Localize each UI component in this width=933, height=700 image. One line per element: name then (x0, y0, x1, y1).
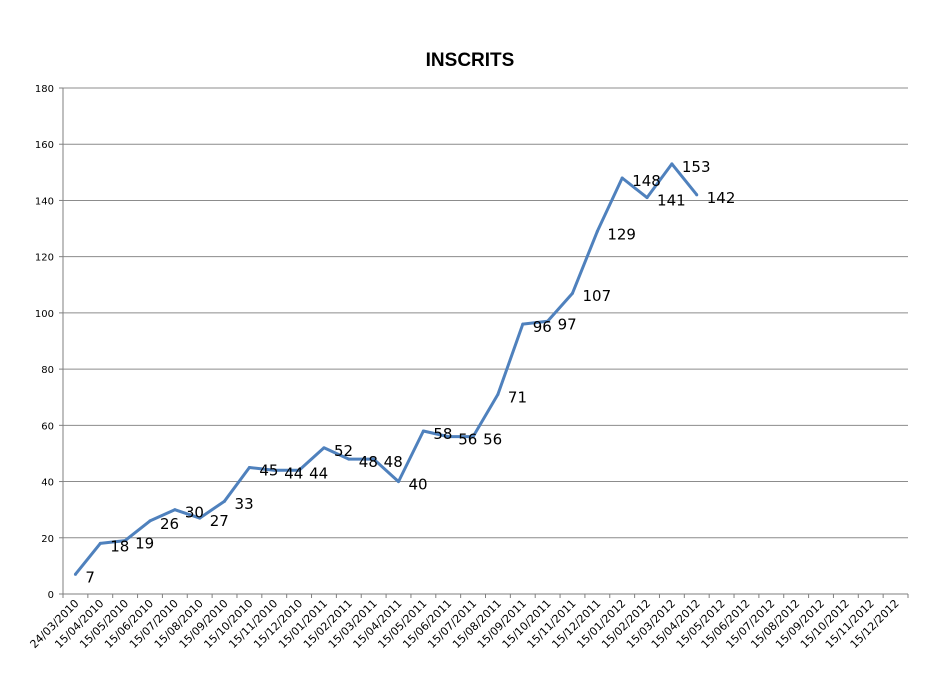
y-tick-label: 160 (35, 140, 54, 151)
data-point (322, 446, 326, 450)
data-label: 56 (483, 431, 502, 449)
axes (59, 87, 909, 598)
data-label: 48 (384, 453, 403, 471)
data-point (198, 516, 202, 520)
x-axis-tick-labels: 24/03/201015/04/201015/05/201015/06/2010… (28, 597, 902, 651)
data-label: 45 (259, 462, 278, 480)
data-label: 48 (359, 453, 378, 471)
data-label: 18 (110, 537, 129, 555)
y-axis-tick-labels: 0 20 40 60 80 100 120 140 160 180 (35, 84, 54, 601)
y-tick-label: 80 (41, 365, 54, 376)
data-label: 141 (657, 192, 686, 210)
data-label: 58 (433, 425, 452, 443)
data-label: 56 (458, 431, 477, 449)
gridlines (63, 87, 908, 539)
data-point (223, 499, 227, 503)
data-point (670, 162, 674, 166)
data-label: 26 (160, 515, 179, 533)
data-label: 19 (135, 535, 154, 553)
data-point (123, 539, 127, 543)
data-label: 33 (235, 495, 254, 513)
data-point (73, 572, 77, 576)
data-point (521, 322, 525, 326)
data-label: 30 (185, 504, 204, 522)
data-point (372, 457, 376, 461)
data-point (471, 435, 475, 439)
data-label: 44 (284, 464, 303, 482)
data-point (496, 392, 500, 396)
chart-title: INSCRITS (426, 50, 515, 71)
data-label: 7 (85, 568, 95, 586)
data-point (247, 466, 251, 469)
y-tick-label: 40 (41, 478, 54, 489)
series-line-0 (74, 162, 698, 576)
data-label: 129 (607, 225, 636, 243)
data-point (570, 291, 574, 295)
data-label: 97 (558, 315, 577, 333)
data-point (397, 480, 401, 484)
y-tick-label: 20 (41, 534, 54, 545)
data-label: 142 (707, 189, 736, 207)
data-point (347, 457, 351, 461)
data-point (98, 541, 102, 545)
data-point (695, 193, 699, 197)
data-label: 52 (334, 442, 353, 460)
data-point (620, 176, 624, 180)
data-label: 44 (309, 464, 328, 482)
data-label: 107 (582, 287, 611, 305)
data-label: 148 (632, 172, 661, 190)
data-point (595, 229, 599, 233)
y-tick-label: 60 (41, 421, 54, 432)
data-point (446, 435, 450, 439)
data-label: 153 (682, 158, 711, 176)
data-point (173, 508, 177, 512)
data-label: 96 (533, 318, 552, 336)
data-point (421, 429, 425, 433)
data-labels: 7 18 19 26 30 27 33 45 44 44 52 48 48 40 58 56 56 71 96 97 1… (85, 158, 735, 586)
data-point (645, 196, 649, 200)
data-point (297, 468, 301, 472)
series-line-layer (73, 162, 699, 576)
data-point (148, 519, 152, 523)
data-label: 27 (210, 512, 229, 530)
y-tick-label: 140 (35, 196, 54, 207)
y-tick-label: 120 (35, 253, 54, 264)
data-label: 71 (508, 388, 527, 406)
data-label: 40 (409, 476, 428, 494)
data-point (546, 319, 550, 323)
y-tick-label: 180 (35, 84, 54, 95)
y-tick-label: 0 (48, 590, 54, 601)
y-tick-label: 100 (35, 309, 54, 320)
data-point (272, 468, 276, 472)
